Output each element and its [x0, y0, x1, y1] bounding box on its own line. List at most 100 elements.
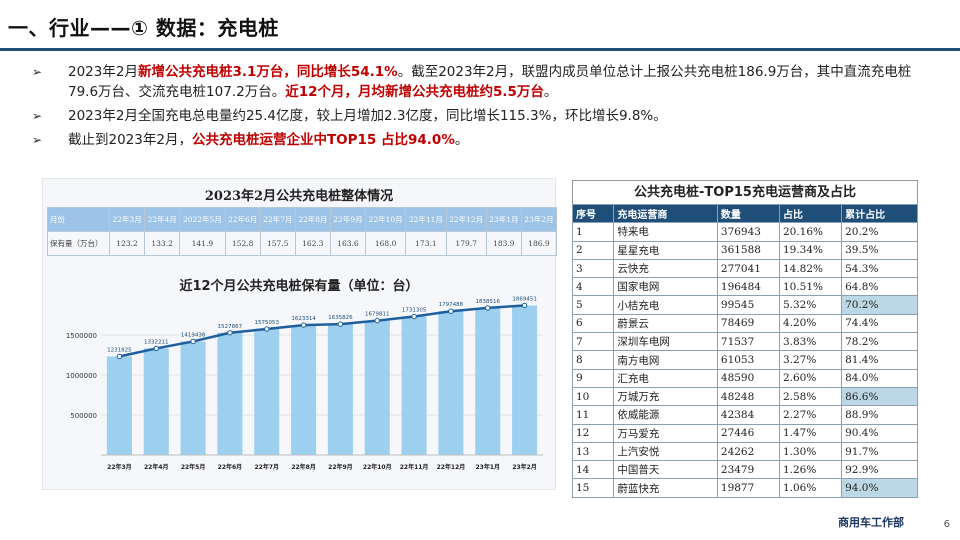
line-point: [264, 326, 270, 332]
table-cell: 92.9%: [841, 460, 918, 480]
summary-table-title: 2023年2月公共充电桩整体情况: [204, 189, 394, 204]
arrow-bullet-icon: ➢: [32, 65, 43, 79]
table-cell: 361588: [716, 240, 780, 260]
table-cell: 2.60%: [778, 368, 843, 388]
summary-value-cell: 162.3: [294, 231, 331, 256]
table-cell: 南方电网: [613, 350, 718, 370]
footer-department: 商用车工作部: [838, 516, 904, 529]
bullet-text: 2023年2月全国充电总电量约25.4亿度，较上月增加2.3亿度，同比增长115…: [68, 108, 667, 124]
table-cell: 27446: [716, 423, 780, 443]
table-cell: 78469: [716, 313, 780, 334]
table-cell: 2: [571, 240, 615, 260]
chart-title: 近12个月公共充电桩保有量（单位：台）: [179, 279, 419, 294]
line-point: [411, 313, 417, 320]
table-cell: 86.6%: [841, 386, 918, 407]
summary-month-cell: 22年12月: [445, 207, 487, 232]
table-cell: 万城万充: [613, 386, 718, 407]
summary-value-cell: 183.9: [485, 231, 522, 256]
data-label: 1623314: [291, 316, 316, 322]
data-label: 1231825: [107, 347, 132, 353]
data-label: 1575053: [255, 320, 280, 326]
table-cell: 196484: [716, 277, 780, 297]
table-cell: 3: [571, 258, 615, 279]
x-tick-label: 23年2月: [512, 463, 537, 471]
x-tick-label: 22年9月: [328, 463, 353, 471]
summary-value-row: 保有量（万台） 123.2 133.2 141.9 152.8 157.5 162.3 16…: [47, 231, 558, 256]
table-cell: 61053: [716, 350, 780, 370]
table-cell: 48248: [716, 386, 780, 407]
table-cell: 特来电: [613, 222, 718, 242]
x-tick-label: 22年4月: [144, 463, 169, 471]
bullet-text: 。截至2023年2月，联盟内成员单位总计上报公共充电桩186.9万台，其中直流充…: [68, 64, 912, 100]
summary-month-row: 月份 22年3月 22年4月 2022年5月 22年6月 22年7月 22年8月 22年9月…: [47, 207, 558, 232]
bullet-list: ➢ 2023年2月新增公共充电桩3.1万台，同比增长54.1%。截至2023年2月…: [32, 62, 932, 154]
arrow-bullet-icon: ➢: [32, 133, 43, 147]
highlight-text: 近12个月，月均新增公共充电桩约5.5万台: [285, 84, 544, 100]
table-cell: 5: [571, 295, 615, 315]
table-row: 15 蔚蓝快充 19877 1.06% 94.0%: [571, 478, 918, 498]
table-cell: 20.16%: [778, 222, 843, 242]
table-cell: 1: [571, 222, 615, 242]
bullet-text: 。: [454, 132, 469, 148]
top15-header-cell: 序号: [571, 203, 615, 224]
line-point: [521, 302, 528, 309]
line-point: [116, 353, 123, 360]
table-cell: 99545: [716, 295, 780, 315]
table-row: 14 中国普天 23479 1.26% 92.9%: [571, 460, 918, 480]
table-cell: 4.20%: [778, 313, 843, 334]
table-cell: 蔚景云: [613, 313, 718, 334]
table-cell: 71537: [716, 332, 780, 352]
table-cell: 蔚蓝快充: [613, 478, 718, 498]
summary-value-cell: 141.9: [179, 231, 226, 256]
table-cell: 星星充电: [613, 240, 718, 260]
table-cell: 2.27%: [778, 405, 843, 425]
line-point: [485, 305, 491, 311]
table-cell: 14: [571, 460, 615, 480]
table-cell: 84.0%: [841, 368, 918, 388]
top15-header-cell: 占比: [778, 203, 843, 224]
table-row: 5 小桔充电 99545 5.32% 70.2%: [571, 295, 918, 315]
data-label: 1635826: [328, 315, 353, 321]
line-point: [153, 345, 159, 352]
x-tick-label: 23年1月: [475, 463, 500, 471]
table-cell: 中国普天: [613, 460, 718, 480]
bullet-text: 2023年2月: [68, 64, 138, 80]
data-label: 1869451: [512, 296, 537, 302]
table-row: 13 上汽安悦 24262 1.30% 91.7%: [571, 441, 918, 462]
x-tick-label: 22年3月: [107, 463, 132, 471]
bar: [291, 325, 317, 455]
data-label: 1731305: [402, 307, 427, 313]
table-cell: 小桔充电: [613, 295, 718, 315]
table-cell: 国家电网: [613, 277, 718, 297]
table-cell: 10: [571, 386, 615, 407]
table-cell: 6: [571, 313, 615, 334]
table-cell: 42384: [716, 405, 780, 425]
table-cell: 81.4%: [841, 350, 918, 370]
table-row: 9 汇充电 48590 2.60% 84.0%: [571, 368, 918, 388]
table-cell: 深圳车电网: [613, 332, 718, 352]
table-cell: 24262: [716, 441, 780, 462]
table-cell: 依威能源: [613, 405, 718, 425]
table-cell: 78.2%: [841, 332, 918, 352]
summary-month-cell: 22年7月: [259, 207, 296, 232]
table-cell: 94.0%: [841, 478, 918, 498]
bar: [106, 356, 132, 455]
table-cell: 2.58%: [778, 386, 843, 407]
line-point: [374, 317, 380, 324]
bar: [475, 307, 501, 455]
table-cell: 19.34%: [778, 240, 843, 260]
table-cell: 14.82%: [778, 258, 843, 279]
table-row: 11 依威能源 42384 2.27% 88.9%: [571, 405, 918, 425]
table-cell: 19877: [716, 478, 780, 498]
summary-value-cell: 168.0: [364, 231, 407, 256]
table-row: 12 万马爱充 27446 1.47% 90.4%: [571, 423, 918, 443]
top15-title: 公共充电桩-TOP15充电运营商及占比: [572, 180, 918, 204]
left-panel: 2023年2月公共充电桩整体情况 月份 22年3月 22年4月 2022年5月 22年…: [42, 178, 558, 490]
table-cell: 11: [571, 405, 615, 425]
bar: [438, 311, 464, 455]
summary-month-cell: 22年10月: [364, 207, 407, 232]
table-cell: 90.4%: [841, 423, 918, 443]
top15-header-cell: 充电运营商: [613, 203, 718, 224]
top15-panel: 公共充电桩-TOP15充电运营商及占比 序号 充电运营商 数量 占比 累计占比 1 特来电 3…: [571, 180, 918, 498]
table-cell: 1.30%: [778, 441, 843, 462]
